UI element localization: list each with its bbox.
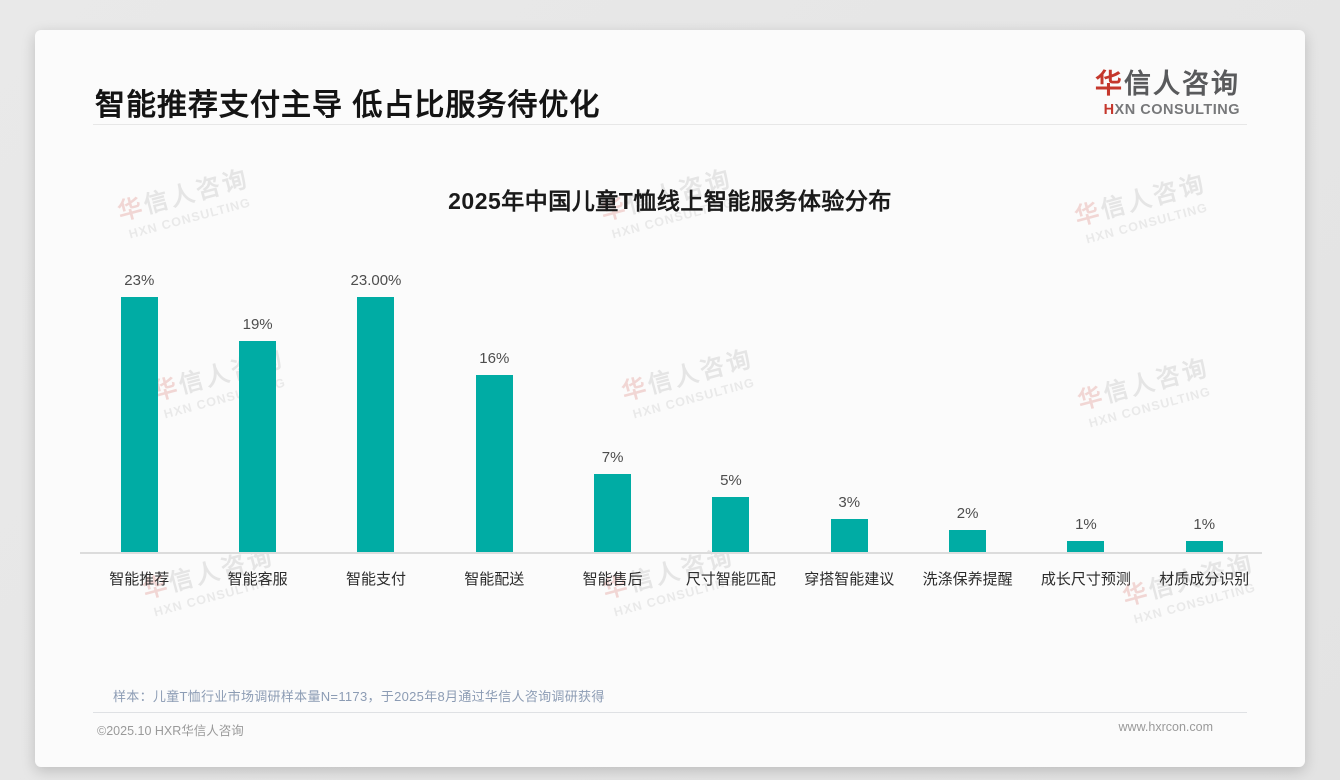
page-title: 智能推荐支付主导 低占比服务待优化 [95,89,601,122]
sample-note: 样本：儿童T恤行业市场调研样本量N=1173，于2025年8月通过华信人咨询调研… [113,689,605,704]
bar-value-label: 1% [1193,516,1216,533]
bar-value-label: 23% [124,272,155,289]
brand-logo-english: HXN CONSULTING [1095,102,1240,118]
category-label: 穿搭智能建议 [804,571,895,588]
brand-logo-english-rest: XN CONSULTING [1114,102,1240,118]
category-label: 材质成分识别 [1159,571,1250,588]
category-label: 成长尺寸预测 [1040,571,1131,588]
plot-area: 23% 智能推荐 19% 智能客服 23.00% 智能支付 16% 智能配送 7% 智能售后 5% 尺… [35,30,1305,767]
bar [120,297,158,552]
x-axis-line [80,552,1262,554]
footer-copyright: ©2025.10 HXR华信人咨询 [97,724,244,738]
brand-logo-english-accent: H [1103,102,1115,118]
report-card: 华信人咨询 HXN CONSULTING 华信人咨询 HXN CONSULTING 华信… [35,30,1305,767]
bar-value-label: 2% [956,505,979,522]
category-label: 尺寸智能匹配 [685,571,776,588]
category-label: 智能客服 [227,571,288,588]
bar [357,297,395,552]
bar [830,519,868,552]
category-label: 智能支付 [345,571,406,588]
brand-logo-chinese-rest: 信人咨询 [1124,69,1240,99]
bar-value-label: 3% [838,494,861,511]
bar-value-label: 23.00% [350,272,402,289]
bar-value-label: 1% [1075,516,1097,533]
category-label: 智能推荐 [109,571,170,588]
bar [1185,541,1223,552]
brand-logo-chinese: 华信人咨询 [1095,62,1240,101]
brand-logo: 华信人咨询 HXN CONSULTING [1095,62,1240,118]
bar [239,341,277,552]
bar-value-label: 16% [479,350,510,367]
bar-value-label: 19% [242,316,273,333]
bar-value-label: 7% [601,449,624,466]
category-label: 洗涤保养提醒 [922,571,1013,588]
bar [712,497,750,552]
category-label: 智能配送 [464,571,525,588]
bar [475,375,513,552]
footer-divider [93,712,1247,713]
chart-title: 2025年中国儿童T恤线上智能服务体验分布 [448,188,892,214]
bar [594,474,632,552]
brand-logo-chinese-accent: 华 [1095,69,1124,99]
title-divider [93,124,1247,125]
bar [949,530,987,552]
footer-website: www.hxrcon.com [1118,720,1213,734]
category-label: 智能售后 [582,571,643,588]
bar [1067,541,1105,552]
bar-value-label: 5% [720,472,742,489]
